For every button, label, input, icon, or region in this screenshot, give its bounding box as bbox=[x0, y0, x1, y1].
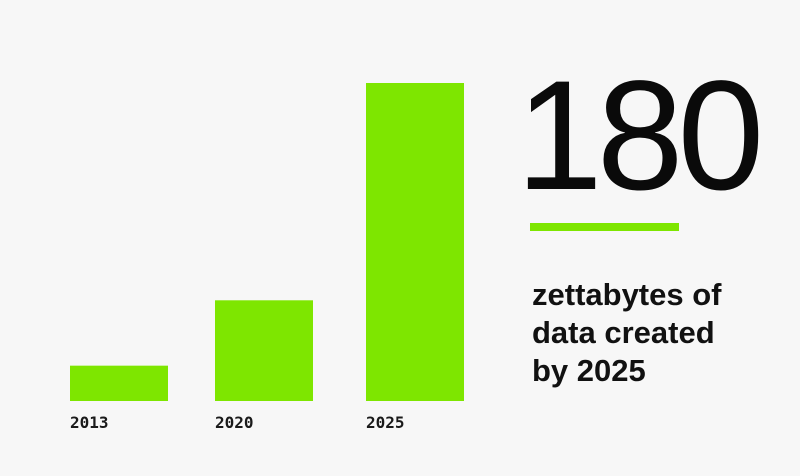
bar-chart: 2013 2020 2025 bbox=[70, 83, 464, 432]
caption-line-2: data created bbox=[532, 315, 715, 350]
tick-label-2025: 2025 bbox=[366, 413, 405, 432]
caption-line-3: by 2025 bbox=[532, 353, 646, 388]
bars bbox=[70, 83, 464, 401]
bar-2025 bbox=[366, 83, 464, 401]
tick-label-2020: 2020 bbox=[215, 413, 254, 432]
divider-line bbox=[530, 223, 679, 231]
tick-label-2013: 2013 bbox=[70, 413, 109, 432]
caption-line-1: zettabytes of bbox=[532, 277, 722, 312]
bar-2020 bbox=[215, 300, 313, 401]
bar-2013 bbox=[70, 365, 168, 401]
headline-caption: zettabytes of data created by 2025 bbox=[532, 276, 792, 390]
headline-value: 180 bbox=[516, 49, 764, 223]
tick-labels: 2013 2020 2025 bbox=[70, 413, 405, 432]
